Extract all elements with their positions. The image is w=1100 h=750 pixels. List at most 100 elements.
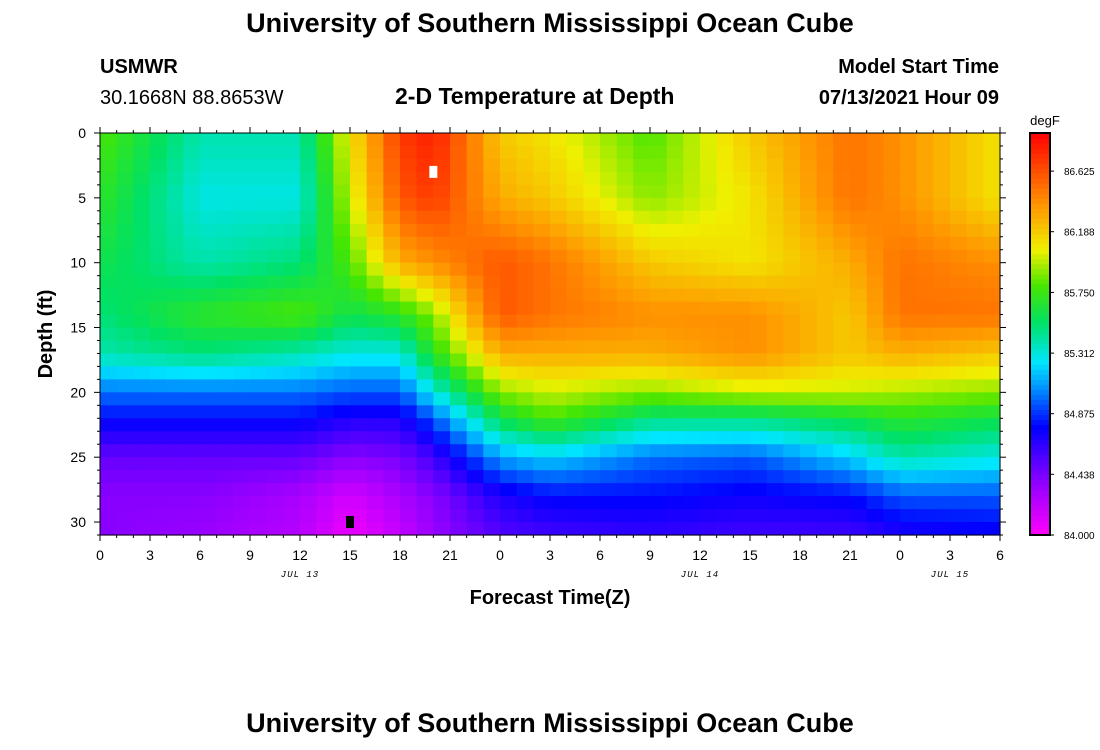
heatmap-cell [183, 145, 201, 160]
heatmap-cell [900, 171, 918, 186]
heatmap-cell [733, 379, 751, 393]
heatmap-cell [133, 288, 151, 303]
heatmap-cell [466, 392, 484, 406]
heatmap-cell [216, 249, 234, 264]
heatmap-cell [183, 236, 201, 251]
heatmap-cell [816, 483, 834, 497]
heatmap-cell [200, 418, 218, 432]
heatmap-cell [100, 340, 118, 355]
heatmap-cell [433, 392, 451, 406]
heatmap-cell [700, 249, 718, 264]
colorbar-segment [1030, 349, 1050, 355]
colorbar-segment [1030, 394, 1050, 400]
heatmap-cell [483, 418, 501, 432]
heatmap-cell [850, 210, 868, 225]
heatmap-cell [650, 314, 668, 329]
heatmap-cell [583, 171, 601, 186]
heatmap-cell [150, 405, 168, 419]
heatmap-cell [816, 340, 834, 355]
heatmap-cell [950, 301, 968, 316]
heatmap-cell [466, 288, 484, 303]
heatmap-cell [600, 353, 618, 368]
heatmap-cell [250, 145, 268, 160]
heatmap-cell [483, 431, 501, 445]
heatmap-cell [566, 197, 584, 212]
heatmap-cell [466, 262, 484, 277]
heatmap-cell [833, 522, 851, 536]
heatmap-cell [783, 171, 801, 186]
heatmap-cell [383, 262, 401, 277]
heatmap-cell [216, 418, 234, 432]
heatmap-cell [766, 418, 784, 432]
heatmap-cell [133, 236, 151, 251]
y-tick-label: 5 [78, 190, 86, 206]
heatmap-cell [533, 171, 551, 186]
heatmap-cell [316, 133, 334, 147]
heatmap-cell [266, 314, 284, 329]
heatmap-cell [650, 171, 668, 186]
heatmap-cell [233, 158, 251, 173]
heatmap-cell [950, 275, 968, 290]
heatmap-cell [666, 405, 684, 419]
heatmap-cell [600, 275, 618, 290]
heatmap-cell [250, 158, 268, 173]
heatmap-cell [916, 327, 934, 342]
heatmap-cell [816, 288, 834, 303]
heatmap-cell [183, 210, 201, 225]
heatmap-cell [400, 171, 418, 186]
heatmap-cell [983, 353, 1001, 368]
heatmap-cell [400, 158, 418, 173]
heatmap-cell [433, 431, 451, 445]
heatmap-cell [983, 366, 1001, 380]
heatmap-cell [516, 483, 534, 497]
heatmap-cell [166, 223, 184, 238]
heatmap-cell [400, 353, 418, 368]
heatmap-cell [400, 509, 418, 523]
heatmap-cell [833, 158, 851, 173]
heatmap-cell [833, 223, 851, 238]
heatmap-cell [416, 314, 434, 329]
heatmap-cell [533, 314, 551, 329]
heatmap-cell [450, 158, 468, 173]
heatmap-cell [600, 314, 618, 329]
heatmap-cell [916, 288, 934, 303]
heatmap-cell [400, 522, 418, 536]
heatmap-cell [266, 301, 284, 316]
heatmap-cell [683, 483, 701, 497]
heatmap-cell [266, 133, 284, 147]
heatmap-cell [766, 379, 784, 393]
heatmap-cell [883, 470, 901, 484]
heatmap-cell [800, 275, 818, 290]
heatmap-cell [400, 314, 418, 329]
heatmap-cell [233, 431, 251, 445]
heatmap-cell [500, 197, 518, 212]
heatmap-cell [250, 249, 268, 264]
heatmap-cell [900, 444, 918, 458]
heatmap-cell [766, 431, 784, 445]
heatmap-cell [733, 509, 751, 523]
heatmap-cell [483, 444, 501, 458]
heatmap-cell [300, 431, 318, 445]
heatmap-cell [850, 470, 868, 484]
heatmap-cell [150, 171, 168, 186]
heatmap-cell [300, 379, 318, 393]
heatmap-cell [566, 223, 584, 238]
heatmap-cell [516, 366, 534, 380]
heatmap-cell [316, 158, 334, 173]
heatmap-cell [533, 353, 551, 368]
heatmap-cell [500, 457, 518, 471]
heatmap-cell [400, 275, 418, 290]
heatmap-cell [566, 392, 584, 406]
heatmap-cell [700, 457, 718, 471]
heatmap-cell [350, 327, 368, 342]
heatmap-cell [550, 392, 568, 406]
heatmap-cell [750, 405, 768, 419]
heatmap-cell [483, 327, 501, 342]
heatmap-cell [883, 288, 901, 303]
heatmap-cell [933, 262, 951, 277]
heatmap-cell [200, 353, 218, 368]
heatmap-cell [683, 353, 701, 368]
heatmap-cell [516, 249, 534, 264]
heatmap-cell [166, 301, 184, 316]
heatmap-cell [133, 249, 151, 264]
